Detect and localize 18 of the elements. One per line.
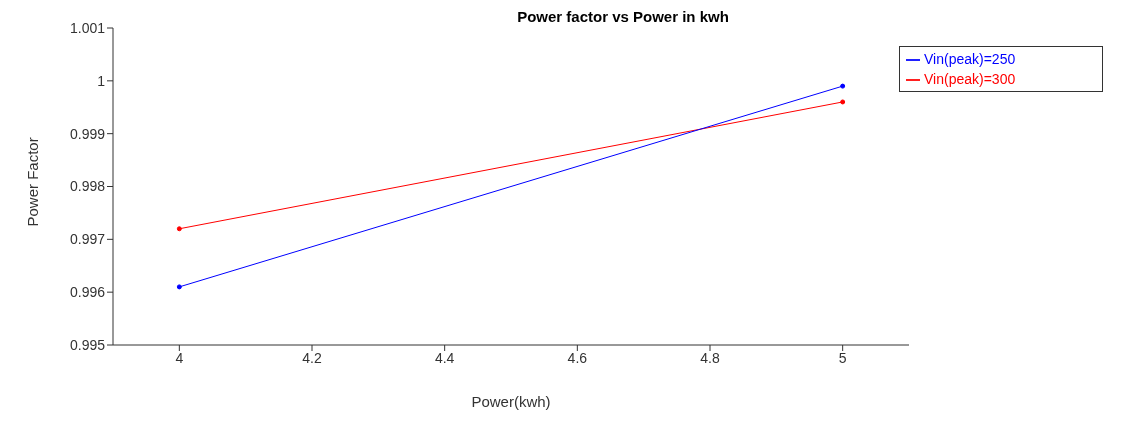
y-tick-label: 0.998 [69, 178, 106, 195]
legend-label: Vin(peak)=250 [924, 51, 1016, 67]
y-tick-label: 0.996 [69, 284, 106, 301]
x-tick-label: 4.6 [567, 349, 588, 366]
y-tick-label: 0.997 [69, 231, 106, 248]
y-tick-label: 0.995 [69, 336, 106, 353]
y-axis-title: Power Factor [24, 137, 42, 227]
x-tick-label: 4 [175, 349, 184, 366]
y-tick-label: 1 [97, 72, 106, 89]
y-tick-label: 1.001 [69, 19, 106, 36]
y-tick-label: 0.999 [69, 125, 106, 142]
x-tick-label: 4.8 [700, 349, 720, 366]
legend-label: Vin(peak)=300 [924, 71, 1016, 87]
x-tick-label: 4.4 [434, 349, 455, 366]
x-tick-label: 5 [838, 349, 847, 366]
x-tick-label: 4.2 [302, 349, 322, 366]
x-axis-title: Power(kwh) [471, 393, 551, 410]
chart-title: Power factor vs Power in kwh [516, 8, 730, 25]
